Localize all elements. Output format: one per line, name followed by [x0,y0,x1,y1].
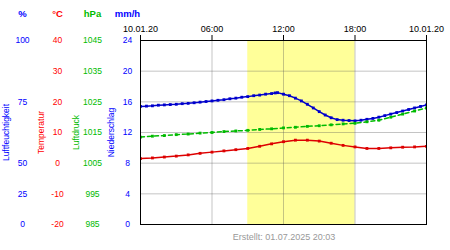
svg-text:°C: °C [52,8,63,19]
svg-text:75: 75 [18,97,28,107]
svg-text:1035: 1035 [83,66,102,76]
svg-text:1025: 1025 [83,97,102,107]
svg-text:1015: 1015 [83,127,102,137]
svg-text:30: 30 [53,66,63,76]
html-text:Erstellt: 01.07.2025 20:03: Erstellt: 01.07.2025 20:03 [232,232,336,242]
svg-text:mm/h: mm/h [115,8,141,19]
svg-text:Temperatur: Temperatur [36,111,46,154]
svg-text:0: 0 [125,219,130,229]
svg-text:12:00: 12:00 [272,24,295,34]
svg-text:hPa: hPa [84,8,102,19]
svg-text:%: % [18,8,27,19]
svg-text:10.01.20: 10.01.20 [123,24,158,34]
svg-text:-20: -20 [51,219,64,229]
svg-text:10.01.20: 10.01.20 [409,24,444,34]
svg-text:40: 40 [53,35,63,45]
svg-text:Luftdruck: Luftdruck [71,114,81,150]
svg-text:Niederschlag: Niederschlag [106,107,116,157]
svg-text:1005: 1005 [83,158,102,168]
svg-text:4: 4 [125,189,130,199]
svg-text:18:00: 18:00 [344,24,367,34]
svg-text:50: 50 [18,158,28,168]
svg-text:-10: -10 [51,189,64,199]
svg-text:10: 10 [53,127,63,137]
svg-text:995: 995 [85,189,99,199]
svg-text:16: 16 [123,97,133,107]
svg-text:06:00: 06:00 [201,24,224,34]
svg-text:0: 0 [20,219,25,229]
svg-text:20: 20 [53,97,63,107]
svg-text:12: 12 [123,127,133,137]
svg-text:1045: 1045 [83,35,102,45]
svg-text:0: 0 [55,158,60,168]
svg-text:100: 100 [15,35,29,45]
svg-text:985: 985 [85,219,99,229]
svg-text:20: 20 [123,66,133,76]
svg-text:Luftfeuchtigkeit: Luftfeuchtigkeit [1,103,11,161]
svg-text:8: 8 [125,158,130,168]
svg-text:24: 24 [123,35,133,45]
svg-text:25: 25 [18,189,28,199]
